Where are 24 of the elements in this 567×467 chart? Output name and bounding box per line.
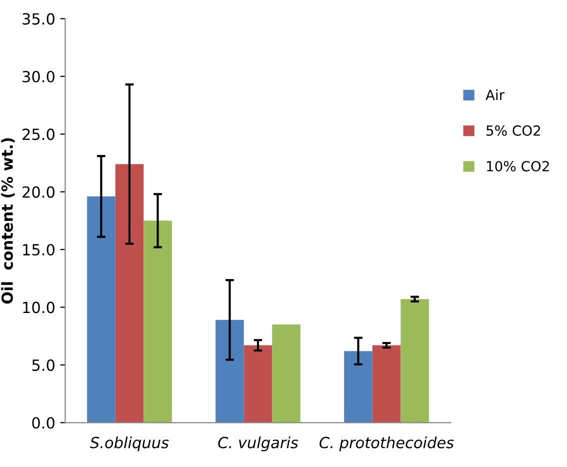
y-tick-label: 25.0	[22, 128, 54, 140]
y-tick-label: 15.0	[23, 244, 54, 256]
bar	[344, 351, 372, 423]
y-tick-label: 30.0	[22, 70, 54, 82]
x-tick-label: S.obliquus	[90, 436, 169, 452]
bar	[115, 164, 144, 423]
y-tick-label: 5.0	[32, 359, 54, 371]
legend-label: 5% CO2	[486, 125, 540, 136]
y-axis-title: Oil content (% wt.)	[1, 138, 15, 304]
y-tick-label: 10.0	[23, 302, 54, 314]
bar	[216, 320, 244, 423]
y-tick-label: 0.0	[32, 417, 54, 429]
legend-label: Air	[486, 89, 505, 100]
bar	[244, 345, 272, 423]
bar	[272, 324, 300, 423]
x-tick-label: C. protothecoides	[320, 436, 454, 452]
y-tick-label: 35.0	[22, 13, 54, 25]
bar	[87, 196, 116, 423]
x-tick-label: C. vulgaris	[218, 436, 298, 452]
bar	[372, 345, 401, 423]
bar	[144, 220, 172, 423]
legend-label: 10% CO2	[487, 160, 549, 172]
y-tick-label: 20.0	[22, 186, 54, 198]
bar	[400, 299, 429, 423]
